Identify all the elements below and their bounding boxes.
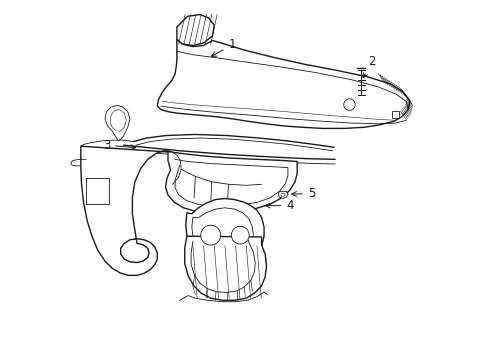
Polygon shape xyxy=(157,40,409,129)
Polygon shape xyxy=(81,146,171,275)
Text: 4: 4 xyxy=(265,199,293,212)
Circle shape xyxy=(343,99,354,110)
Text: 5: 5 xyxy=(291,187,314,200)
Text: 3: 3 xyxy=(102,139,135,152)
Polygon shape xyxy=(391,111,399,118)
Circle shape xyxy=(231,226,248,244)
Polygon shape xyxy=(184,236,266,300)
Polygon shape xyxy=(185,198,264,265)
Polygon shape xyxy=(86,178,108,204)
Polygon shape xyxy=(278,192,287,198)
Text: 1: 1 xyxy=(211,38,235,57)
Circle shape xyxy=(200,225,220,245)
Polygon shape xyxy=(165,152,297,213)
Polygon shape xyxy=(105,105,130,141)
Text: 2: 2 xyxy=(363,55,375,78)
Polygon shape xyxy=(177,14,214,45)
Polygon shape xyxy=(191,208,253,258)
